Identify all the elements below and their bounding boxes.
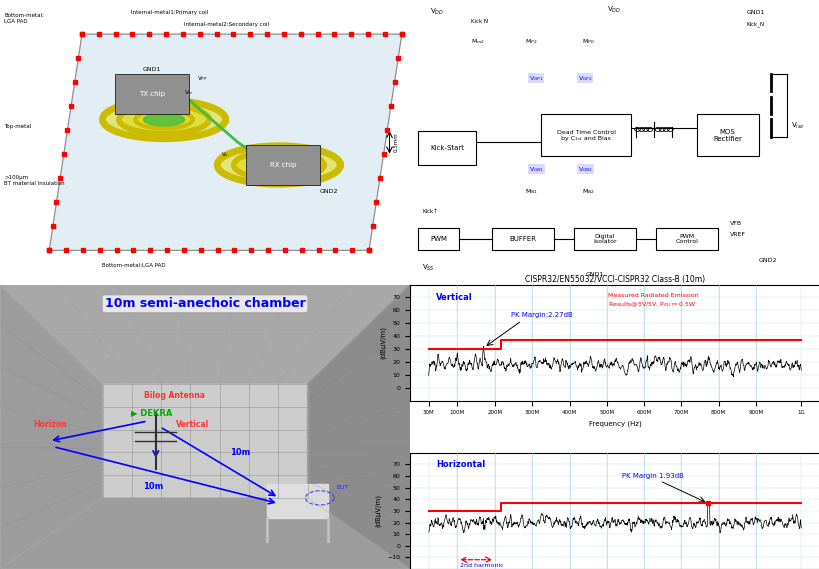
Polygon shape — [119, 105, 209, 134]
Text: Vertical: Vertical — [176, 420, 210, 429]
Text: GND2: GND2 — [319, 189, 338, 195]
Text: Dead Time Control
by C₁ₛₜ and Bias: Dead Time Control by C₁ₛₜ and Bias — [556, 130, 615, 141]
Text: 10m semi-anechoic chamber: 10m semi-anechoic chamber — [105, 297, 305, 310]
Text: V$_{GN2}$: V$_{GN2}$ — [577, 164, 593, 174]
Text: GND1: GND1 — [143, 67, 161, 72]
Polygon shape — [266, 484, 328, 518]
Text: Bilog Antenna: Bilog Antenna — [143, 391, 204, 401]
Text: EUT: EUT — [336, 485, 348, 490]
Polygon shape — [0, 284, 102, 569]
Text: 0.5mm: 0.5mm — [393, 133, 398, 152]
Text: GND1: GND1 — [585, 272, 603, 277]
Text: Internal-metal2:Secondary coil: Internal-metal2:Secondary coil — [184, 22, 269, 27]
Text: GND1: GND1 — [745, 10, 763, 15]
Polygon shape — [49, 34, 401, 250]
Text: Kick-Start: Kick-Start — [429, 145, 464, 151]
Text: PK Margin 1.93dB: PK Margin 1.93dB — [622, 473, 684, 480]
Text: M$_{m2}$: M$_{m2}$ — [471, 36, 485, 46]
Polygon shape — [0, 284, 410, 384]
Text: MOS
Rectifier: MOS Rectifier — [713, 129, 741, 142]
Polygon shape — [102, 384, 307, 498]
Text: Kick_N: Kick_N — [745, 22, 763, 27]
Text: Horizon: Horizon — [33, 420, 66, 429]
Text: V$_{s}$: V$_{s}$ — [221, 150, 229, 159]
FancyBboxPatch shape — [655, 228, 717, 250]
Text: V$_{GP1}$: V$_{GP1}$ — [528, 73, 543, 83]
Text: M$_{P2}$: M$_{P2}$ — [524, 36, 536, 46]
FancyBboxPatch shape — [573, 228, 635, 250]
Text: Kick↑: Kick↑ — [422, 209, 437, 215]
Text: V$_{GP2}$: V$_{GP2}$ — [577, 73, 592, 83]
Text: Results@5V/5V, P$_{OUT}$=0.5W: Results@5V/5V, P$_{OUT}$=0.5W — [607, 300, 695, 310]
Text: VFB: VFB — [729, 221, 741, 226]
Text: M$_{N1}$: M$_{N1}$ — [524, 187, 537, 196]
Text: M$_{P0}$: M$_{P0}$ — [581, 36, 594, 46]
FancyBboxPatch shape — [418, 228, 459, 250]
Y-axis label: (dBμV/m): (dBμV/m) — [375, 494, 382, 527]
Text: M$_{N2}$: M$_{N2}$ — [581, 187, 595, 196]
Text: V$_{GN1}$: V$_{GN1}$ — [528, 164, 544, 174]
Text: V$_{m}$: V$_{m}$ — [184, 88, 193, 97]
Text: Top-metal: Top-metal — [4, 124, 31, 129]
FancyBboxPatch shape — [246, 145, 319, 185]
Text: PWM: PWM — [430, 236, 446, 242]
Polygon shape — [258, 159, 299, 171]
Text: >100μm
BT material Insulation: >100μm BT material Insulation — [4, 175, 65, 186]
FancyBboxPatch shape — [418, 131, 475, 165]
Text: VREF: VREF — [729, 232, 745, 237]
Polygon shape — [0, 498, 410, 569]
Text: V$_{iso}$: V$_{iso}$ — [790, 121, 804, 131]
Text: PWM
Control: PWM Control — [675, 234, 697, 244]
Text: 2nd harmonic: 2nd harmonic — [459, 563, 504, 568]
Text: V$_{PP}$: V$_{PP}$ — [197, 73, 207, 83]
Text: V$_{SS}$: V$_{SS}$ — [422, 263, 435, 274]
Polygon shape — [135, 110, 192, 129]
Text: Horizontal: Horizontal — [436, 460, 485, 469]
FancyBboxPatch shape — [541, 114, 631, 156]
Text: Kick N: Kick N — [471, 19, 488, 24]
FancyBboxPatch shape — [115, 74, 188, 114]
Text: TX chip: TX chip — [138, 91, 165, 97]
Text: Bottom-metal:
LGA PAD: Bottom-metal: LGA PAD — [4, 13, 44, 24]
Text: GND2: GND2 — [758, 258, 776, 263]
Text: PK Margin:2.27dB: PK Margin:2.27dB — [510, 312, 572, 318]
Text: EUT: EUT — [336, 485, 348, 490]
Text: V$_{DD}$: V$_{DD}$ — [430, 7, 444, 18]
Polygon shape — [143, 113, 184, 126]
Text: Bottom-metal:LGA PAD: Bottom-metal:LGA PAD — [102, 263, 166, 269]
Text: 10m: 10m — [143, 483, 164, 492]
Text: Vertical: Vertical — [436, 293, 473, 302]
FancyBboxPatch shape — [491, 228, 553, 250]
Polygon shape — [307, 284, 410, 569]
FancyBboxPatch shape — [696, 114, 758, 156]
X-axis label: Frequency (Hz): Frequency (Hz) — [588, 421, 640, 427]
Title: CISPR32/EN55032/VCCI-CISPR32 Class-B (10m): CISPR32/EN55032/VCCI-CISPR32 Class-B (10… — [524, 275, 704, 284]
Polygon shape — [250, 156, 307, 174]
Polygon shape — [217, 146, 340, 184]
Text: V$_{DD}$: V$_{DD}$ — [606, 5, 620, 15]
Polygon shape — [233, 151, 324, 179]
Y-axis label: (dBμV/m): (dBμV/m) — [380, 326, 387, 359]
Polygon shape — [102, 100, 225, 139]
Text: Internal-metal1:Primary coil: Internal-metal1:Primary coil — [131, 10, 208, 15]
Text: BUFFER: BUFFER — [509, 236, 536, 242]
Polygon shape — [0, 284, 410, 569]
Text: ▶ DEKRA: ▶ DEKRA — [131, 409, 172, 418]
Text: RX chip: RX chip — [269, 162, 296, 168]
Text: Measured Radiated Emission: Measured Radiated Emission — [607, 294, 697, 298]
Text: 10m: 10m — [229, 448, 250, 457]
Text: Digital
Isolator: Digital Isolator — [592, 234, 616, 244]
